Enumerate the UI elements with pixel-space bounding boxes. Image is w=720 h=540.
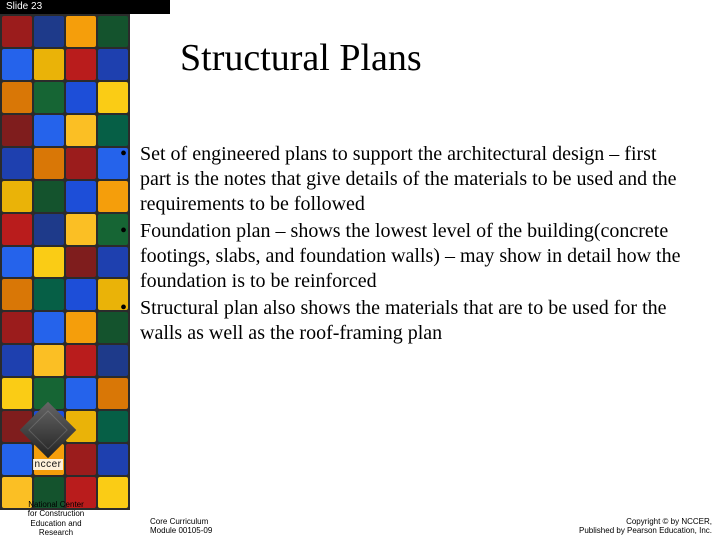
mosaic-tile [34,181,64,212]
mosaic-tile [66,181,96,212]
slide: Slide 23 Structural Plans Set of enginee… [0,0,720,540]
bullet-item: Foundation plan – shows the lowest level… [118,219,692,294]
mosaic-tile [2,115,32,146]
logo-label: nccer [33,459,64,470]
mosaic-tile [34,247,64,278]
footer-module-line: Module 00105-09 [150,526,212,535]
mosaic-tile [34,115,64,146]
mosaic-tile [98,49,128,80]
footer-org-line: Research [39,528,73,537]
mosaic-tile [2,378,32,409]
footer: National Center for Construction Educati… [0,504,720,540]
mosaic-tile [66,312,96,343]
footer-org-line: National Center [28,500,84,509]
mosaic-tile [2,214,32,245]
mosaic-tile [34,279,64,310]
nccer-logo: nccer [22,410,74,472]
mosaic-tile [2,345,32,376]
mosaic-tile [66,247,96,278]
mosaic-tile [34,345,64,376]
logo-diamond-icon [20,402,77,459]
mosaic-tile [2,312,32,343]
mosaic-tile [98,345,128,376]
mosaic-tile [66,279,96,310]
mosaic-tile [98,16,128,47]
mosaic-tile [66,115,96,146]
mosaic-tile [98,411,128,442]
bullet-item: Structural plan also shows the materials… [118,296,692,346]
mosaic-tile [66,214,96,245]
mosaic-tile [66,148,96,179]
footer-copyright-line: Published by Pearson Education, Inc. [579,526,712,535]
mosaic-tile [34,49,64,80]
footer-module-line: Core Curriculum [150,517,208,526]
mosaic-tile [2,279,32,310]
mosaic-tile [98,378,128,409]
footer-org-line: Education and [30,519,81,528]
footer-copyright: Copyright © by NCCER, Published by Pears… [579,517,712,536]
mosaic-tile [34,312,64,343]
mosaic-tile [2,49,32,80]
mosaic-tile [34,16,64,47]
mosaic-tile [2,16,32,47]
footer-org-line: for Construction [28,509,84,518]
mosaic-tile [2,247,32,278]
slide-number-tab: Slide 23 [0,0,170,14]
mosaic-tile [66,16,96,47]
footer-org: National Center for Construction Educati… [6,500,106,538]
mosaic-tile [2,82,32,113]
mosaic-tile [34,214,64,245]
footer-copyright-line: Copyright © by NCCER, [626,517,712,526]
mosaic-tile [66,82,96,113]
bullet-list: Set of engineered plans to support the a… [118,142,692,348]
mosaic-tile [98,82,128,113]
mosaic-tile [2,181,32,212]
bullet-item: Set of engineered plans to support the a… [118,142,692,217]
mosaic-tile [66,378,96,409]
slide-title: Structural Plans [180,36,700,80]
mosaic-tile [66,49,96,80]
mosaic-tile [34,148,64,179]
footer-module: Core Curriculum Module 00105-09 [150,517,212,536]
mosaic-tile [2,148,32,179]
mosaic-tile [98,444,128,475]
mosaic-tile [66,345,96,376]
mosaic-tile [34,82,64,113]
